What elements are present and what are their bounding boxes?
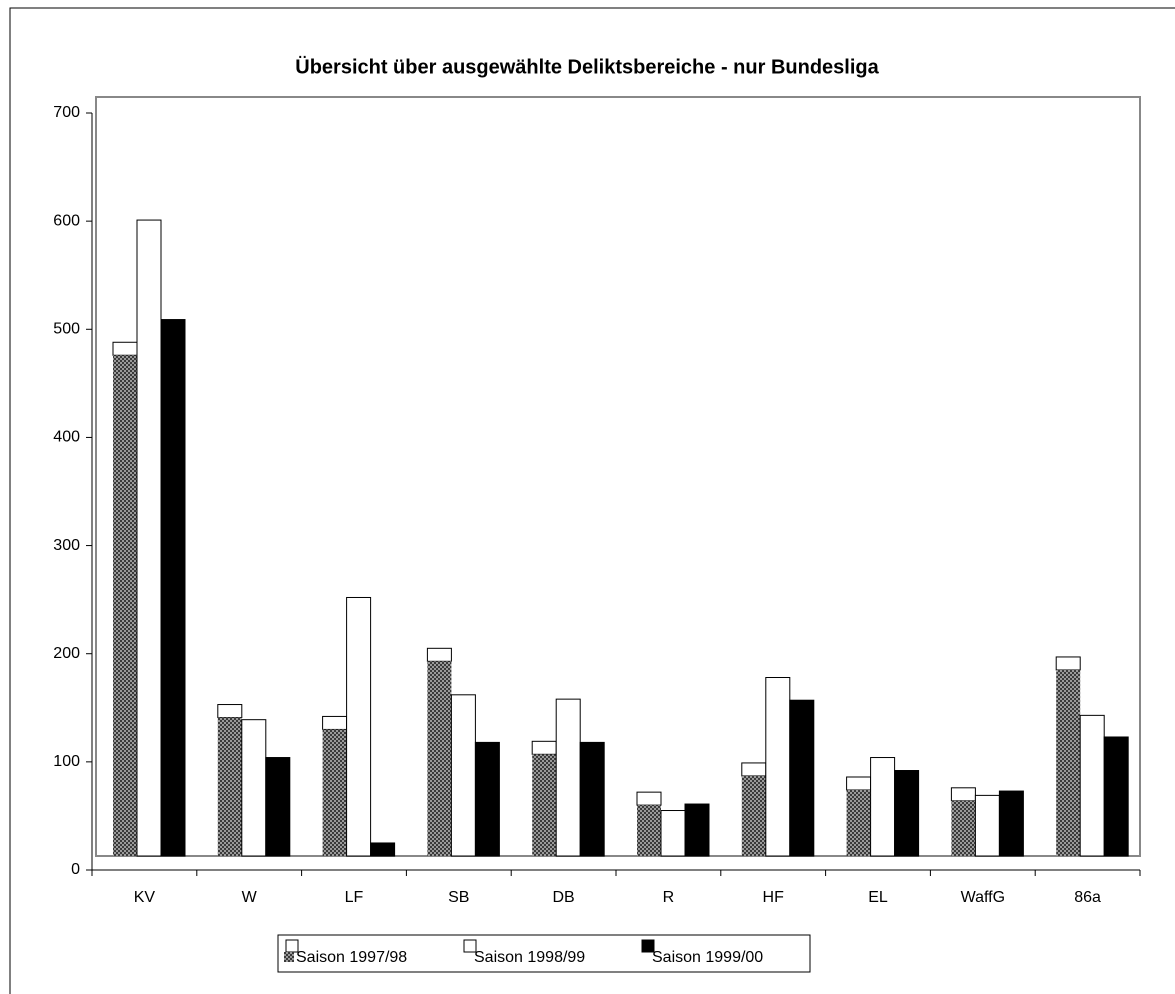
bar	[789, 699, 815, 857]
x-tick-label: 86a	[1074, 889, 1101, 906]
bar	[1055, 656, 1081, 856]
bar-face	[637, 805, 661, 856]
x-tick-label: R	[663, 889, 675, 906]
x-tick-label: EL	[868, 889, 888, 906]
x-tick-label: LF	[345, 889, 364, 906]
y-tick-label: 200	[53, 645, 80, 662]
bar	[241, 719, 267, 857]
bar-top	[112, 341, 138, 356]
y-tick-label: 0	[71, 861, 80, 878]
bar-top	[846, 776, 872, 791]
x-tick-label: WaffG	[961, 889, 1005, 906]
bar	[974, 794, 1000, 857]
x-tick-label: HF	[763, 889, 785, 906]
bar-top	[531, 740, 557, 755]
bar	[426, 647, 452, 856]
bar-face	[951, 800, 976, 856]
legend: Saison 1997/98 Saison 1998/99 Saison 1999/…	[277, 934, 811, 973]
x-tick-label: KV	[134, 889, 156, 906]
chart-title: Übersicht über ausgewählte Deliktsbereic…	[295, 55, 879, 78]
bar-top	[426, 647, 452, 662]
legend-swatch	[641, 939, 655, 953]
bar	[579, 741, 605, 857]
bar-face	[113, 355, 137, 856]
bar	[370, 842, 396, 857]
bar-top	[636, 791, 662, 806]
y-tick-label: 700	[53, 104, 80, 121]
bar-face	[846, 789, 871, 856]
bar	[870, 757, 896, 857]
y-tick-label: 500	[53, 321, 80, 338]
bar	[322, 715, 348, 856]
bar	[1103, 736, 1129, 857]
x-tick-label: W	[242, 889, 258, 906]
bar-face	[322, 729, 347, 856]
y-tick-label: 600	[53, 212, 80, 229]
bar	[894, 770, 920, 857]
bar	[217, 704, 243, 856]
bar-top	[950, 787, 976, 802]
bar	[346, 596, 372, 857]
bar	[741, 762, 767, 856]
bar	[531, 740, 557, 856]
bar	[1079, 714, 1105, 857]
x-tick-label: SB	[448, 889, 469, 906]
x-tick-label: DB	[552, 889, 574, 906]
bar	[136, 219, 162, 857]
bar-top	[322, 715, 348, 730]
legend-label: Saison 1999/00	[652, 949, 763, 966]
bar-face	[1056, 669, 1081, 856]
bar	[555, 698, 581, 857]
legend-box	[277, 934, 811, 973]
bar-face	[217, 717, 242, 856]
bar	[998, 790, 1024, 857]
y-tick-label: 100	[53, 753, 80, 770]
y-tick-label: 400	[53, 429, 80, 446]
legend-label: Saison 1998/99	[474, 949, 585, 966]
bar	[765, 677, 791, 857]
frame	[9, 7, 1175, 994]
bar-top	[1055, 656, 1081, 671]
bar	[950, 787, 976, 856]
bar-face	[741, 775, 766, 856]
bar	[450, 694, 476, 857]
bar	[474, 741, 500, 857]
bar-top	[217, 704, 243, 719]
legend-swatch	[463, 939, 477, 953]
bar	[684, 803, 710, 857]
y-tick-label: 300	[53, 537, 80, 554]
bar	[112, 341, 138, 856]
bar-top	[741, 762, 767, 777]
bar	[265, 757, 291, 857]
bar	[846, 776, 872, 856]
bar-face	[427, 661, 452, 856]
bar	[160, 319, 186, 857]
bar-face	[532, 754, 557, 856]
legend-label: Saison 1997/98	[296, 949, 407, 966]
bar	[636, 791, 662, 856]
legend-swatch-pattern	[284, 952, 294, 962]
bar	[660, 810, 686, 857]
